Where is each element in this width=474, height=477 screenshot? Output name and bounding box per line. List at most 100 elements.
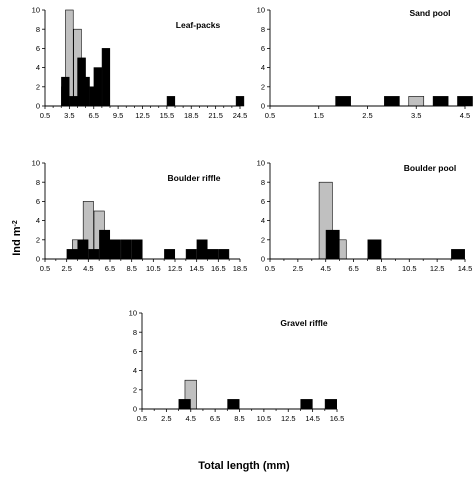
x-tick-label: 16.5 — [330, 414, 345, 423]
bar — [384, 96, 400, 107]
panel-title: Gravel riffle — [280, 318, 328, 328]
x-tick-label: 4.5 — [83, 264, 93, 273]
x-tick-label: 2.5 — [161, 414, 171, 423]
y-tick-label: 4 — [36, 63, 40, 72]
y-tick-label: 8 — [261, 178, 265, 187]
x-tick-label: 12.5 — [281, 414, 296, 423]
bar — [207, 249, 219, 260]
bar — [69, 96, 78, 107]
y-tick-label: 10 — [257, 159, 265, 168]
y-tick-label: 6 — [261, 44, 265, 53]
y-axis-title-text: Ind m — [11, 226, 23, 256]
x-tick-label: 12.5 — [430, 264, 445, 273]
y-tick-label: 8 — [36, 178, 40, 187]
x-tick-label: 21.5 — [208, 111, 223, 120]
x-tick-label: 2.5 — [362, 111, 372, 120]
panel-title: Sand pool — [409, 8, 450, 18]
bar — [93, 67, 102, 107]
panel-title: Boulder pool — [404, 163, 456, 173]
bar — [99, 229, 111, 260]
x-axis-title: Total length (mm) — [198, 460, 290, 472]
x-tick-label: 14.5 — [189, 264, 204, 273]
x-tick-label: 4.5 — [186, 414, 196, 423]
x-tick-label: 1.5 — [314, 111, 324, 120]
y-tick-label: 4 — [133, 366, 137, 375]
chart-panel-5: 0 2 4 6 8 10 0.5 2.5 4.5 6.5 8.5 10.5 12.5 14.5 16.5 Gr… — [129, 309, 345, 423]
y-tick-label: 4 — [36, 216, 40, 225]
y-tick-label: 8 — [36, 25, 40, 34]
y-tick-label: 0 — [36, 255, 40, 264]
x-tick-label: 0.5 — [265, 111, 275, 120]
x-tick-label: 8.5 — [234, 414, 244, 423]
x-tick-label: 10.5 — [402, 264, 417, 273]
bar — [66, 249, 78, 260]
y-tick-label: 4 — [261, 216, 265, 225]
bar — [457, 96, 473, 107]
bar — [408, 96, 425, 107]
bar — [367, 239, 382, 260]
bar — [109, 239, 121, 260]
x-tick-label: 16.5 — [211, 264, 226, 273]
x-tick-label: 18.5 — [233, 264, 248, 273]
bar — [432, 96, 449, 107]
x-tick-label: 3.5 — [64, 111, 74, 120]
bar — [131, 239, 143, 260]
bar — [61, 76, 70, 107]
y-tick-label: 2 — [36, 82, 40, 91]
y-axis-title: Ind m-2 — [11, 220, 23, 256]
y-tick-label: 2 — [261, 82, 265, 91]
x-tick-label: 2.5 — [61, 264, 71, 273]
x-tick-label: 14.5 — [305, 414, 320, 423]
bar — [335, 96, 351, 107]
bar — [227, 399, 240, 410]
panel-title: Boulder riffle — [168, 173, 221, 183]
x-tick-label: 4.5 — [320, 264, 330, 273]
chart-panel-4: 0 2 4 6 8 10 0.5 2.5 4.5 6.5 8.5 10.5 12.5 14.5 Boulde… — [257, 159, 473, 273]
x-tick-label: 6.5 — [210, 414, 220, 423]
x-tick-label: 6.5 — [89, 111, 99, 120]
bar — [300, 399, 313, 410]
bar — [185, 249, 197, 260]
y-axis-title-superscript: -2 — [12, 220, 19, 226]
x-tick-label: 14.5 — [458, 264, 473, 273]
x-tick-label: 3.5 — [411, 111, 421, 120]
y-tick-label: 0 — [133, 405, 137, 414]
y-tick-label: 6 — [36, 197, 40, 206]
x-tick-label: 8.5 — [376, 264, 386, 273]
panel-title: Leaf-packs — [176, 20, 221, 30]
y-tick-label: 10 — [257, 6, 265, 15]
bar — [164, 249, 176, 260]
bar — [196, 239, 208, 260]
x-tick-label: 0.5 — [40, 264, 50, 273]
x-tick-label: 24.5 — [233, 111, 248, 120]
y-tick-label: 8 — [261, 25, 265, 34]
x-tick-label: 8.5 — [126, 264, 136, 273]
y-tick-label: 0 — [36, 102, 40, 111]
bar — [451, 249, 465, 260]
y-tick-label: 4 — [261, 63, 265, 72]
x-tick-label: 9.5 — [113, 111, 123, 120]
bar — [81, 76, 90, 107]
x-tick-label: 12.5 — [168, 264, 183, 273]
chart-panel-1: 0 2 4 6 8 10 0.5 3.5 6.5 9.5 12.5 15.5 18.5 21.5 24.5 L… — [32, 6, 248, 120]
bar — [178, 399, 191, 410]
y-tick-label: 6 — [36, 44, 40, 53]
x-tick-label: 12.5 — [135, 111, 150, 120]
y-tick-label: 0 — [261, 255, 265, 264]
chart-panel-3: 0 2 4 6 8 10 0.5 2.5 4.5 6.5 8.5 10.5 12.5 14.5 16.5 18… — [32, 159, 248, 273]
y-tick-label: 6 — [261, 197, 265, 206]
x-tick-label: 2.5 — [293, 264, 303, 273]
y-tick-label: 2 — [36, 235, 40, 244]
x-tick-label: 10.5 — [146, 264, 161, 273]
x-tick-label: 0.5 — [137, 414, 147, 423]
bar — [325, 229, 340, 260]
bar — [324, 399, 337, 410]
chart-panel-2: 0 2 4 6 8 10 0.5 1.5 2.5 3.5 4.5 Sand pool — [257, 6, 473, 120]
x-tick-label: 18.5 — [184, 111, 199, 120]
x-tick-label: 10.5 — [257, 414, 272, 423]
y-tick-label: 0 — [261, 102, 265, 111]
x-tick-label: 0.5 — [265, 264, 275, 273]
svg-text:Ind m-2: Ind m-2 — [11, 220, 23, 256]
